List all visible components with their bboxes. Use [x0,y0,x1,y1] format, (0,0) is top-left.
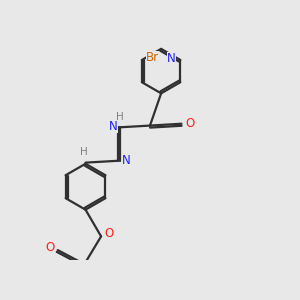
Text: N: N [122,154,130,166]
Text: H: H [116,112,124,122]
Text: Br: Br [146,50,159,64]
Text: N: N [109,120,118,133]
Text: H: H [80,147,88,157]
Text: N: N [167,52,176,64]
Text: O: O [185,117,194,130]
Text: O: O [45,241,54,254]
Text: O: O [105,227,114,240]
